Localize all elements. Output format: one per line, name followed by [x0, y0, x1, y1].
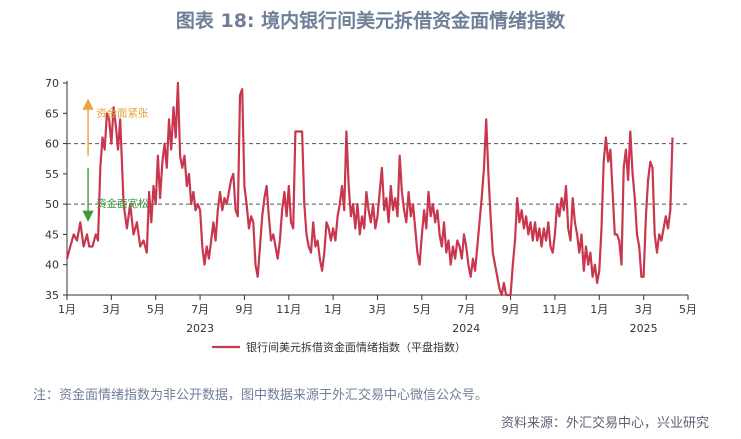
- line-chart: 35 40 45 50 55 60 65 70 1月 3月 5月 7月 9月 11月 1月 3月 5月 7月 9月…: [45, 77, 697, 354]
- y-tick-label: 70: [45, 77, 59, 90]
- x-tick-label: 5月: [147, 303, 165, 316]
- x-tick-label: 3月: [102, 303, 120, 316]
- y-tick-label: 55: [45, 168, 59, 181]
- year-label: 2024: [452, 322, 480, 335]
- y-tick-label: 45: [45, 228, 59, 241]
- chart-title: 图表 18: 境内银行间美元拆借资金面情绪指数: [175, 10, 566, 32]
- x-tick-label: 9月: [502, 303, 520, 316]
- legend-label: 银行间美元拆借资金面情绪指数（平盘指数）: [246, 340, 466, 354]
- year-label: 2025: [630, 322, 658, 335]
- footnote: 注：资金面情绪指数为非公开数据，图中数据来源于外汇交易中心微信公众号。: [33, 388, 489, 403]
- x-tick-label: 9月: [235, 303, 253, 316]
- x-tick-label: 7月: [457, 303, 475, 316]
- x-axis: 1月 3月 5月 7月 9月 11月 1月 3月 5月 7月 9月 11月 1月 3月 5月 2023 2024…: [58, 294, 697, 335]
- x-tick-label: 5月: [413, 303, 431, 316]
- y-tick-label: 35: [45, 289, 59, 302]
- series-layer: [65, 81, 674, 297]
- x-tick-label: 11月: [542, 303, 567, 316]
- y-tick-label: 40: [45, 259, 59, 272]
- y-tick-label: 50: [45, 198, 59, 211]
- x-tick-label: 7月: [191, 303, 209, 316]
- x-tick-label: 1月: [58, 303, 76, 316]
- x-tick-label: 1月: [324, 303, 342, 316]
- x-tick-label: 1月: [590, 303, 608, 316]
- source-text: 资料来源：外汇交易中心，兴业研究: [500, 416, 709, 431]
- loose-label: 资金面宽松: [96, 197, 149, 210]
- y-tick-label: 65: [45, 107, 59, 120]
- x-tick-label: 3月: [369, 303, 387, 316]
- legend: 银行间美元拆借资金面情绪指数（平盘指数）: [212, 340, 466, 354]
- year-label: 2023: [186, 322, 214, 335]
- x-tick-label: 11月: [276, 303, 301, 316]
- tight-label: 资金面紧张: [96, 106, 149, 119]
- series-line: [65, 81, 674, 297]
- y-tick-label: 60: [45, 138, 59, 151]
- x-tick-label: 5月: [679, 303, 697, 316]
- y-axis: 35 40 45 50 55 60 65 70: [45, 77, 68, 302]
- x-tick-label: 3月: [635, 303, 653, 316]
